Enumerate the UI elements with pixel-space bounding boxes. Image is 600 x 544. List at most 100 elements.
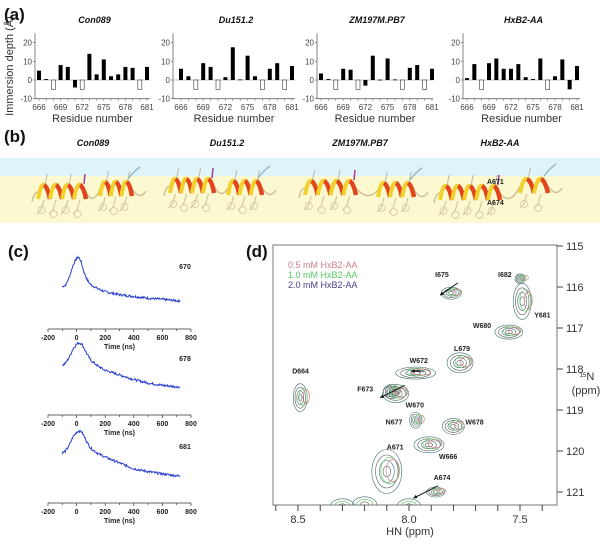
contour [417, 438, 441, 452]
aromatic-ring [191, 200, 200, 208]
chart-title: ZM197M.PB7 [348, 15, 406, 25]
contour [378, 460, 395, 483]
structure-title: Con089 [77, 138, 110, 148]
helix-back-strand [108, 179, 118, 197]
aromatic-ring [304, 202, 313, 210]
helix-back-strand [72, 182, 82, 200]
x-tick-label: 675 [526, 103, 540, 112]
peak-label: W670 [406, 403, 424, 410]
x-tick-label: 669 [54, 103, 68, 112]
y-tick-label: 20 [23, 39, 32, 48]
contour-1mM [298, 388, 308, 406]
contour-05mM [523, 274, 529, 281]
bar-residue-673 [370, 55, 375, 80]
bar-residue-672 [509, 68, 513, 80]
contour [382, 384, 409, 403]
side-chain [256, 169, 260, 181]
y-tick-label: 10 [23, 57, 32, 66]
helix-back-strand [315, 178, 326, 196]
water-layer [0, 158, 600, 176]
chart-title: Du151.2 [219, 15, 254, 25]
contour-05mM [523, 291, 533, 310]
bar-residue-666 [465, 78, 469, 80]
x-tick-label: 678 [119, 103, 133, 112]
x-tick-label: 0 [75, 335, 79, 342]
x-tick-label: 669 [197, 103, 211, 112]
panel-label-d: (d) [246, 242, 268, 261]
x-tick-label: 400 [128, 421, 140, 428]
side-chain [190, 193, 198, 209]
bar-chart-1: Du151.2 20 10 0 -10 666 669 672 675 678 681 Residue… [158, 15, 299, 125]
peak-I682 [514, 273, 529, 285]
contour [446, 352, 474, 374]
bar-residue-679 [275, 63, 280, 80]
peak-label: L679 [454, 346, 470, 353]
y-tick-label: 121 [566, 487, 584, 499]
y-axis-label-main: N [586, 371, 594, 383]
x-tick-label: 675 [241, 103, 255, 112]
bar-open-residue-668 [193, 79, 199, 90]
side-chain [119, 196, 128, 212]
bar-residue-676 [393, 79, 397, 81]
x-tick-label: -200 [41, 509, 55, 516]
x-axis-label: Residue number [194, 113, 275, 125]
bar-residue-677 [116, 74, 121, 80]
bar-residue-678 [553, 76, 557, 80]
annotation-a671: A671 [487, 179, 504, 186]
bar-open-residue-671 [355, 79, 361, 90]
y-tick-label: 10 [305, 57, 314, 66]
bar-residue-672 [363, 80, 368, 86]
contour-05mM [508, 327, 522, 335]
side-chain [400, 197, 409, 213]
contour [409, 411, 422, 429]
arrow-head-icon [440, 291, 445, 296]
side-chain-top [409, 167, 423, 181]
aromatic-ring [330, 202, 339, 210]
helix-front-strand [492, 184, 503, 201]
side-chain [97, 196, 106, 212]
aromatic-ring [439, 207, 448, 215]
bar-open-residue-680 [137, 79, 143, 90]
annotation-a674: A674 [487, 200, 504, 207]
structure-title: Du151.2 [210, 138, 245, 148]
helix-back-strand [518, 176, 528, 194]
x-tick-label: 800 [185, 335, 197, 342]
bar-residue-679 [560, 59, 565, 80]
bar-residue-671 [73, 80, 77, 88]
peak-label: W680 [473, 323, 491, 330]
contour-05mM [452, 288, 463, 296]
x-tick-label: 0 [75, 509, 79, 516]
bar-open-residue-680 [282, 79, 287, 90]
contour [447, 422, 460, 431]
contour [512, 283, 532, 320]
aromatic-ring [227, 202, 236, 210]
contour [450, 424, 457, 429]
helix-back-strand [462, 183, 472, 201]
decay-plot-681: 681 -200 0 200 400 600 800 Time (ns) [41, 428, 197, 525]
bar-residue-681 [145, 66, 149, 80]
bar-residue-670 [65, 66, 70, 80]
bar-residue-676 [253, 76, 257, 80]
contour [385, 386, 406, 401]
contour [501, 328, 517, 336]
bar-residue-679 [415, 65, 420, 80]
edge-contour [338, 503, 347, 505]
x-tick-label: 681 [140, 103, 154, 112]
contour-1mM [432, 487, 445, 495]
contour [498, 326, 520, 338]
bar-open-residue-677 [260, 79, 265, 90]
legend-entry: 2.0 mM HxB2-AA [288, 280, 358, 290]
x-tick-label: 600 [157, 335, 169, 342]
aromatic-ring [250, 202, 259, 210]
x-tick-label: 666 [460, 103, 474, 112]
contour-05mM [412, 368, 432, 376]
x-tick-label: 681 [285, 103, 299, 112]
x-tick-label: 7.5 [512, 514, 527, 526]
y-tick-label: 0 [310, 76, 315, 85]
x-tick-label: 600 [157, 509, 169, 516]
x-tick-label: 681 [425, 103, 439, 112]
aromatic-ring [61, 206, 70, 214]
side-chain [127, 170, 131, 182]
aromatic-ring [401, 204, 410, 212]
